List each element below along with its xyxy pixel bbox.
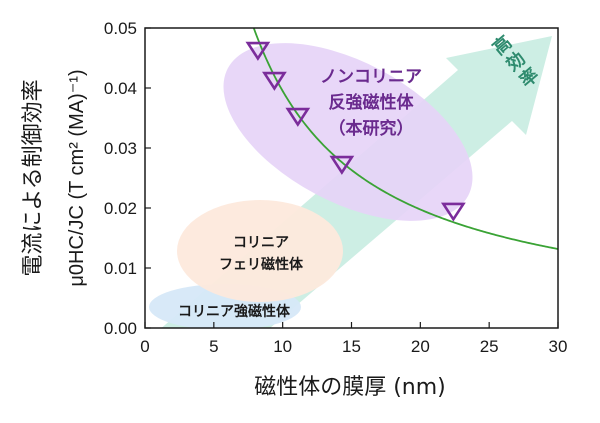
plot-area — [149, 28, 558, 328]
y-tick-label: 0.01 — [104, 259, 137, 278]
y-axis-title-jp-wrap: 電流による制御効率 — [21, 79, 46, 276]
data-point-triangle — [440, 202, 466, 222]
region-label-ferromagnet-line: コリニア強磁性体 — [178, 303, 291, 320]
x-tick-label: 30 — [549, 337, 568, 356]
x-tick-label: 20 — [411, 337, 430, 356]
data-point-triangle — [262, 71, 287, 91]
data-point-triangle — [285, 107, 311, 127]
x-axis: 0 5 10 15 20 25 30 — [140, 322, 567, 356]
y-tick-label: 0.05 — [104, 19, 137, 38]
region-label-line: ノンコリニア — [320, 67, 422, 87]
region-label-line: 反強磁性体 — [329, 92, 415, 113]
region-label-noncollinear: ノンコリニア反強磁性体 （本研究） — [320, 67, 422, 139]
fit-curve — [252, 28, 558, 250]
y-axis-title-symbol: μ0HC/JC (T cm² (MA)⁻¹) — [66, 69, 88, 286]
region-label-line: フェリ磁性体 — [219, 256, 304, 273]
data-point-triangle — [245, 41, 271, 61]
data-point-triangle — [329, 155, 355, 175]
x-tick-label: 15 — [342, 337, 361, 356]
y-axis-title-symbol-wrap: μ0HC/JC (T cm² (MA)⁻¹) — [66, 69, 88, 286]
region-label-line: （本研究） — [329, 118, 414, 139]
y-tick-label: 0.03 — [104, 139, 137, 158]
x-tick-label: 0 — [140, 337, 149, 356]
region-collinear-ferrimagnet — [177, 200, 343, 302]
y-tick-label: 0.00 — [104, 319, 137, 338]
x-axis-title: 磁性体の膜厚 (nm) — [254, 375, 446, 400]
y-tick-label: 0.02 — [104, 199, 137, 218]
y-tick-label: 0.04 — [104, 79, 137, 98]
region-label-ferrimagnet: コリニアフェリ磁性体 — [219, 235, 304, 273]
data-points — [245, 41, 466, 222]
x-tick-label: 10 — [273, 337, 292, 356]
region-label-line: コリニア — [233, 235, 289, 251]
x-tick-label: 5 — [209, 337, 218, 356]
region-label-ferromagnet: コリニア強磁性体 — [178, 303, 291, 320]
x-tick-label: 25 — [480, 337, 499, 356]
y-axis: 0.00 0.01 0.02 0.03 0.04 0.05 — [104, 19, 151, 338]
region-noncollinear-antiferromagnet — [223, 43, 473, 221]
y-axis-title-jp: 電流による制御効率 — [21, 79, 46, 276]
